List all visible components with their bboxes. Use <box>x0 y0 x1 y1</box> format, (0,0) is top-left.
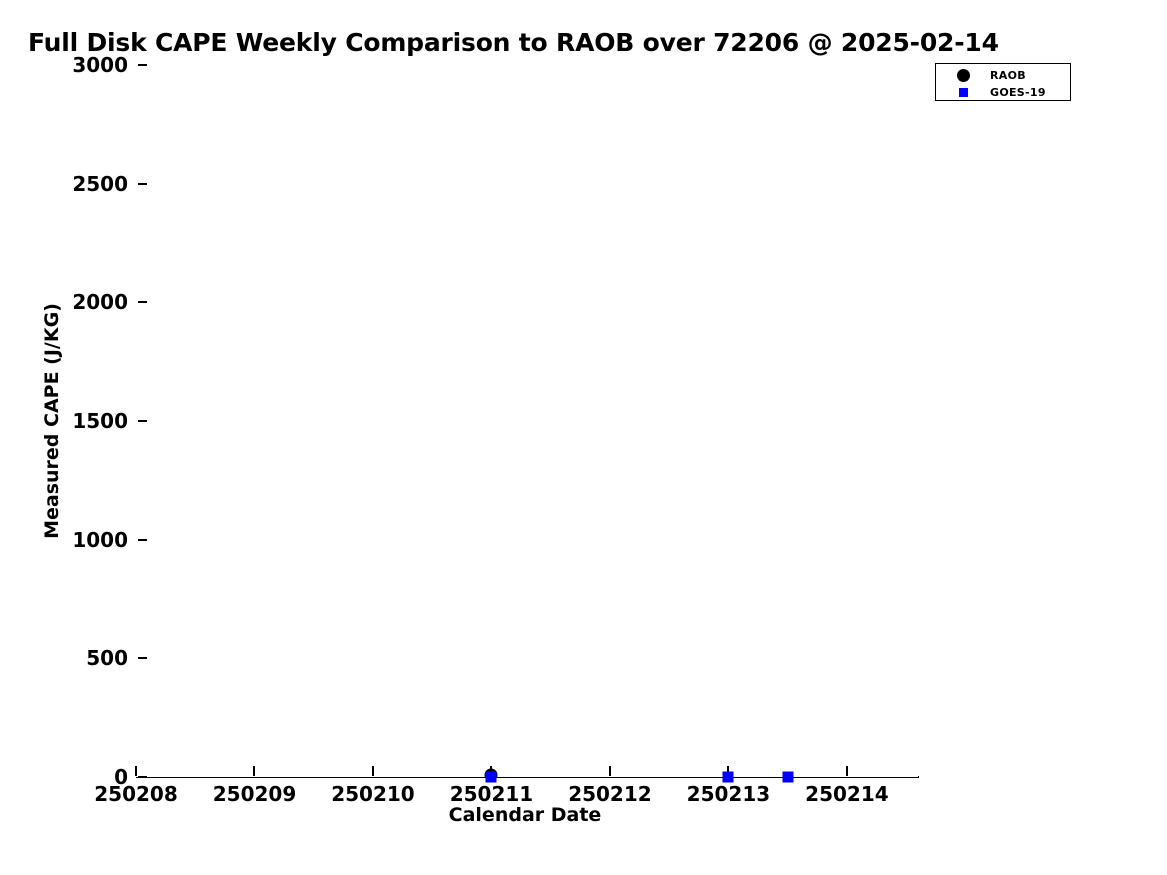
y-tick-label-text: 1500 <box>72 409 128 433</box>
y-tick-label: 3000 <box>36 55 128 75</box>
x-axis-spine <box>136 776 919 778</box>
y-tick-label-text: 3000 <box>72 53 128 77</box>
y-tick-label-text: 500 <box>86 646 128 671</box>
x-tick-label: 250212 <box>540 783 680 807</box>
legend-swatch-container <box>936 69 990 82</box>
chart-legend: RAOB GOES-19 <box>935 63 1071 101</box>
y-tick-mark <box>138 657 147 660</box>
x-tick-label: 250208 <box>66 783 206 807</box>
x-tick-label: 250210 <box>303 783 443 807</box>
legend-entry-raob[interactable]: RAOB <box>936 67 1070 84</box>
x-tick-label-text: 250214 <box>805 782 889 806</box>
data-point-goes-19 <box>485 771 497 783</box>
chart-title: Full Disk CAPE Weekly Comparison to RAOB… <box>28 28 999 57</box>
circle-marker-icon <box>956 69 970 82</box>
legend-swatch-container <box>936 88 990 97</box>
y-axis-label: Measured CAPE (J/KG) <box>41 303 63 539</box>
legend-entry-goes-19[interactable]: GOES-19 <box>936 84 1070 101</box>
data-point-goes-19 <box>722 771 734 783</box>
y-tick-label: 1000 <box>36 530 128 550</box>
x-tick-label: 250214 <box>777 783 917 807</box>
y-tick-mark <box>138 182 147 185</box>
legend-label: GOES-19 <box>990 86 1046 99</box>
x-tick-label: 250211 <box>421 783 561 807</box>
y-tick-label: 1500 <box>36 411 128 431</box>
x-tick-mark <box>371 766 374 776</box>
x-tick-label-text: 250208 <box>94 782 178 806</box>
x-tick-label-text: 250212 <box>568 782 652 806</box>
x-tick-label: 250213 <box>658 783 798 807</box>
y-tick-mark <box>138 420 147 422</box>
x-axis-label: Calendar Date <box>448 804 602 826</box>
y-tick-label-text: 1000 <box>72 527 128 552</box>
y-tick-label-text: 2500 <box>72 171 128 196</box>
x-tick-label-text: 250209 <box>212 782 297 806</box>
y-tick-label: 0 <box>36 767 128 787</box>
x-tick-mark <box>253 766 256 776</box>
y-tick-label-text: 0 <box>114 765 128 789</box>
x-tick-label-text: 250213 <box>686 782 771 806</box>
x-tick-mark <box>845 766 848 776</box>
legend-label: RAOB <box>990 69 1026 82</box>
y-tick-label-text: 2000 <box>72 290 128 315</box>
y-tick-mark <box>138 538 147 541</box>
y-tick-label: 2000 <box>36 292 128 312</box>
x-tick-label: 250209 <box>184 783 324 807</box>
plot-area <box>136 65 918 777</box>
x-tick-mark <box>727 766 730 776</box>
x-tick-label-text: 250211 <box>449 782 534 806</box>
x-tick-mark <box>135 766 137 776</box>
y-tick-label: 500 <box>36 648 128 668</box>
square-marker-icon <box>958 88 968 97</box>
y-tick-mark <box>138 301 147 304</box>
x-tick-mark <box>608 766 611 776</box>
y-tick-label: 2500 <box>36 174 128 194</box>
y-tick-mark <box>138 776 147 778</box>
y-tick-mark <box>138 64 147 66</box>
data-point-goes-19 <box>782 771 794 783</box>
x-tick-label-text: 250210 <box>331 782 415 806</box>
